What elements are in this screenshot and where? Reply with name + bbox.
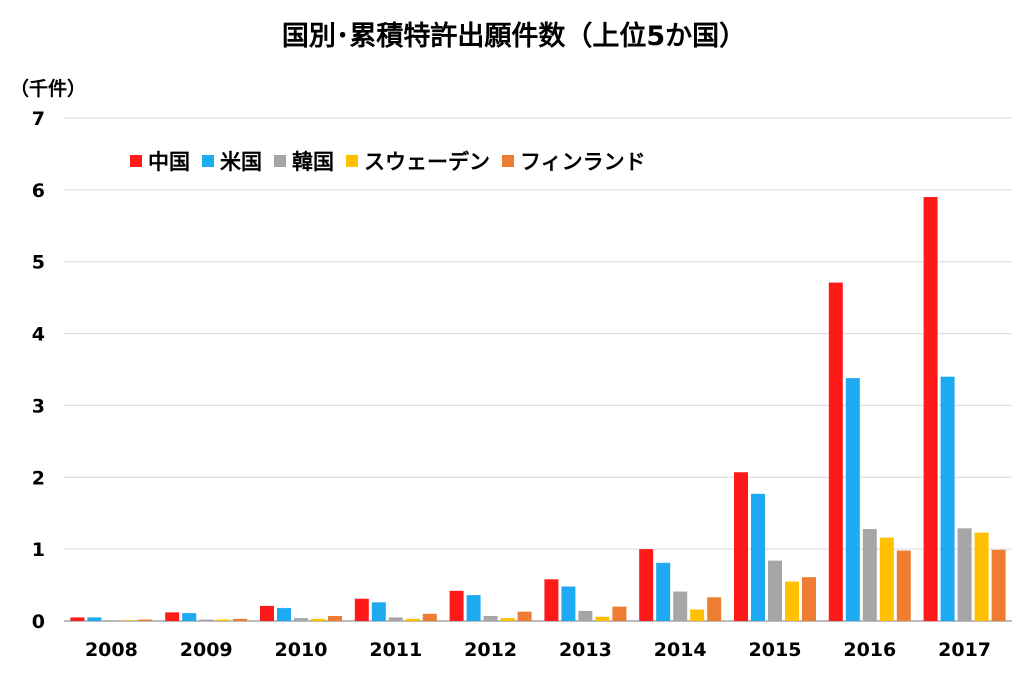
bar-china-2008 (70, 617, 85, 621)
legend-item-sweden: スウェーデン (346, 146, 490, 176)
y-tick-label: 5 (32, 252, 45, 274)
legend-label: フィンランド (520, 150, 646, 174)
bar-usa-2011 (371, 602, 386, 621)
legend-label: 韓国 (292, 150, 334, 174)
bar-sweden-2016 (879, 537, 894, 621)
bar-sweden-2008 (121, 620, 136, 621)
bar-korea-2016 (862, 529, 877, 621)
bar-usa-2013 (561, 586, 576, 621)
bar-sweden-2013 (595, 616, 610, 621)
legend-swatch (502, 155, 514, 167)
bar-finland-2008 (138, 619, 153, 621)
bar-sweden-2014 (690, 609, 705, 621)
legend-item-finland: フィンランド (502, 146, 646, 176)
legend-item-china: 中国 (130, 146, 190, 176)
bar-sweden-2010 (311, 618, 325, 621)
bar-china-2017 (923, 197, 938, 622)
x-tick-label: 2017 (938, 639, 991, 661)
legend: 中国 米国 韓国 スウェーデン フィンランド (130, 146, 658, 176)
chart-title: 国別･累積特許出願件数（上位5か国） (281, 21, 747, 52)
bar-china-2014 (639, 549, 654, 621)
bar-usa-2012 (466, 595, 481, 621)
y-tick-label: 7 (32, 108, 45, 130)
bar-finland-2012 (517, 611, 532, 621)
y-tick-label: 3 (32, 395, 45, 417)
legend-label: 中国 (148, 150, 190, 174)
bar-china-2016 (828, 282, 843, 621)
legend-item-korea: 韓国 (274, 146, 334, 176)
bar-usa-2009 (182, 613, 197, 621)
bar-china-2009 (165, 612, 180, 621)
y-tick-label: 1 (32, 539, 45, 561)
y-tick-label: 4 (32, 324, 45, 346)
y-tick-label: 6 (32, 180, 45, 202)
bar-sweden-2012 (500, 618, 515, 621)
y-tick-label: 0 (32, 611, 45, 633)
bar-sweden-2011 (405, 618, 420, 621)
legend-swatch (274, 155, 286, 167)
bar-china-2011 (354, 598, 369, 621)
bar-korea-2014 (673, 591, 688, 621)
legend-swatch (346, 155, 358, 167)
x-tick-label: 2010 (275, 639, 328, 661)
legend-swatch (130, 155, 142, 167)
x-tick-label: 2013 (559, 639, 612, 661)
x-tick-label: 2008 (85, 639, 138, 661)
bar-finland-2013 (612, 606, 627, 621)
bar-usa-2014 (656, 562, 671, 621)
x-tick-label: 2012 (464, 639, 517, 661)
bar-usa-2015 (751, 493, 765, 621)
bar-finland-2011 (422, 613, 437, 621)
bar-finland-2014 (707, 597, 722, 621)
bars (70, 197, 1006, 622)
legend-swatch (202, 155, 214, 167)
legend-label: スウェーデン (364, 150, 490, 174)
bar-sweden-2015 (785, 581, 799, 621)
bar-sweden-2017 (974, 532, 989, 621)
bar-china-2012 (449, 590, 464, 621)
x-tick-label: 2009 (180, 639, 233, 661)
x-tick-label: 2011 (369, 639, 422, 661)
bar-usa-2016 (845, 378, 860, 621)
bar-finland-2009 (233, 618, 248, 621)
bar-finland-2016 (896, 550, 911, 621)
bar-korea-2008 (104, 620, 119, 621)
bar-china-2010 (260, 605, 274, 621)
y-tick-label: 2 (32, 467, 45, 489)
y-axis-unit-label: （千件） (10, 78, 87, 100)
bar-korea-2017 (957, 528, 972, 621)
bar-korea-2010 (294, 618, 308, 621)
x-axis-ticks: 2008 2009 2010 2011 2012 2013 2014 2015 2016 2017 (85, 639, 991, 661)
bar-korea-2011 (388, 617, 403, 621)
y-axis-ticks: 0 1 2 3 4 5 6 7 (32, 108, 45, 633)
legend-item-usa: 米国 (202, 146, 262, 176)
x-tick-label: 2016 (843, 639, 896, 661)
bar-korea-2013 (578, 610, 593, 621)
bar-china-2015 (734, 472, 748, 621)
bar-finland-2017 (991, 549, 1006, 621)
bar-usa-2017 (940, 376, 955, 621)
bar-finland-2010 (328, 615, 342, 621)
bar-usa-2008 (87, 617, 102, 621)
bar-china-2013 (544, 579, 559, 621)
bar-sweden-2009 (216, 619, 231, 621)
bar-korea-2009 (199, 619, 214, 621)
bar-finland-2015 (802, 577, 816, 621)
bar-korea-2015 (768, 560, 782, 621)
bar-usa-2010 (277, 608, 291, 621)
x-tick-label: 2014 (654, 639, 707, 661)
x-tick-label: 2015 (749, 639, 802, 661)
legend-label: 米国 (220, 150, 262, 174)
bar-korea-2012 (483, 615, 498, 621)
